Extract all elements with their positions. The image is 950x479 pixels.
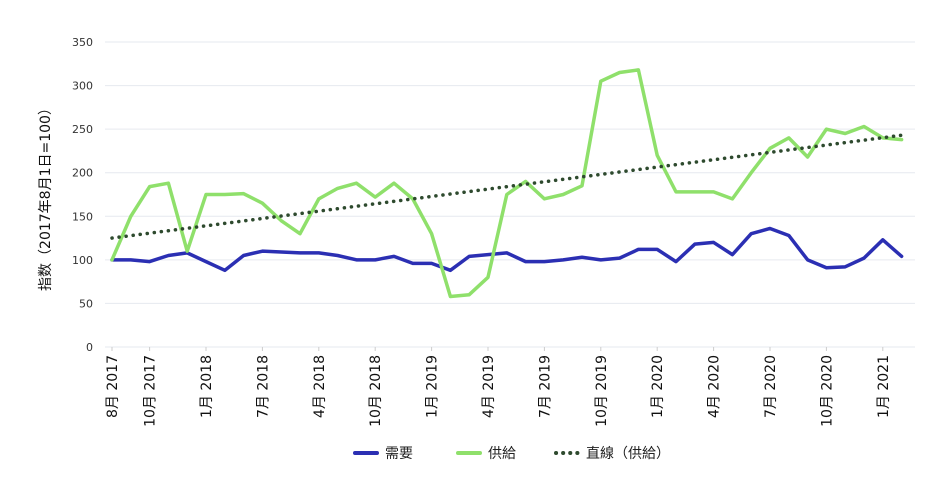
x-tick-label: 1月 2018 [199,355,215,418]
legend-label: 供給 [488,446,516,462]
x-tick-label: 10月 2017 [143,355,159,427]
legend-label: 需要 [385,446,413,462]
x-tick-label: 10月 2018 [368,355,384,427]
x-tick-label: 1月 2021 [876,355,892,418]
y-axis-title: 指数（2017年8月1日=100） [38,101,54,291]
y-tick-label: 300 [72,80,93,93]
x-tick-label: 10月 2020 [819,355,835,427]
x-tick-label: 1月 2020 [650,355,666,418]
y-tick-label: 100 [72,254,93,267]
y-tick-label: 50 [79,297,93,310]
y-tick-label: 250 [72,123,93,136]
series-line [110,226,904,273]
x-tick-label: 7月 2019 [537,355,553,418]
x-tick-label: 7月 2018 [255,355,271,418]
x-tick-label: 7月 2020 [763,355,779,418]
y-tick-label: 0 [86,341,93,354]
x-tick-label: 8月 2017 [105,355,121,418]
series-line [110,68,904,299]
x-tick-label: 10月 2019 [594,355,610,427]
x-tick-label: 4月 2020 [707,355,723,418]
x-tick-label: 1月 2019 [425,355,441,418]
y-tick-label: 350 [72,36,93,49]
legend-label: 直線（供給） [586,445,670,462]
x-tick-label: 4月 2018 [312,355,328,418]
x-tick-label: 4月 2019 [481,355,497,418]
series-line [110,133,904,240]
y-tick-label: 150 [72,210,93,223]
y-tick-label: 200 [72,167,93,180]
